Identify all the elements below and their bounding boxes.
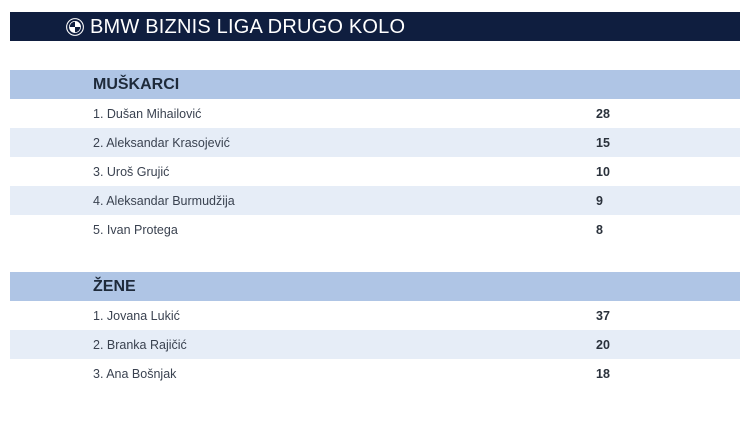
player-name: 2. Aleksandar Krasojević <box>93 135 230 150</box>
page-title: BMW BIZNIS LIGA DRUGO KOLO <box>90 15 406 38</box>
player-score: 20 <box>596 337 610 352</box>
player-score: 18 <box>596 366 610 381</box>
table-row: 1. Dušan Mihailović 28 <box>10 99 740 128</box>
player-name: 5. Ivan Protega <box>93 222 178 237</box>
player-score: 28 <box>596 106 610 121</box>
player-name: 1. Jovana Lukić <box>93 308 180 323</box>
men-section-heading: MUŠKARCI <box>10 70 740 99</box>
bmw-roundel-icon <box>66 17 84 36</box>
table-row: 5. Ivan Protega 8 <box>10 215 740 244</box>
table-row: 3. Uroš Grujić 10 <box>10 157 740 186</box>
player-name: 3. Uroš Grujić <box>93 164 170 179</box>
player-score: 15 <box>596 135 610 150</box>
table-row: 3. Ana Bošnjak 18 <box>10 359 740 388</box>
title-bar: BMW BIZNIS LIGA DRUGO KOLO <box>10 12 740 41</box>
table-row: 1. Jovana Lukić 37 <box>10 301 740 330</box>
table-row: 2. Aleksandar Krasojević 15 <box>10 128 740 157</box>
women-standings: ŽENE 1. Jovana Lukić 37 2. Branka Rajiči… <box>10 272 740 388</box>
player-name: 4. Aleksandar Burmudžija <box>93 193 235 208</box>
player-score: 8 <box>596 222 603 237</box>
player-name: 2. Branka Rajičić <box>93 337 187 352</box>
player-score: 37 <box>596 308 610 323</box>
player-name: 3. Ana Bošnjak <box>93 366 177 381</box>
player-score: 10 <box>596 164 610 179</box>
player-score: 9 <box>596 193 603 208</box>
player-name: 1. Dušan Mihailović <box>93 106 202 121</box>
women-section-heading: ŽENE <box>10 272 740 301</box>
table-row: 4. Aleksandar Burmudžija 9 <box>10 186 740 215</box>
table-row: 2. Branka Rajičić 20 <box>10 330 740 359</box>
men-standings: MUŠKARCI 1. Dušan Mihailović 28 2. Aleks… <box>10 70 740 244</box>
